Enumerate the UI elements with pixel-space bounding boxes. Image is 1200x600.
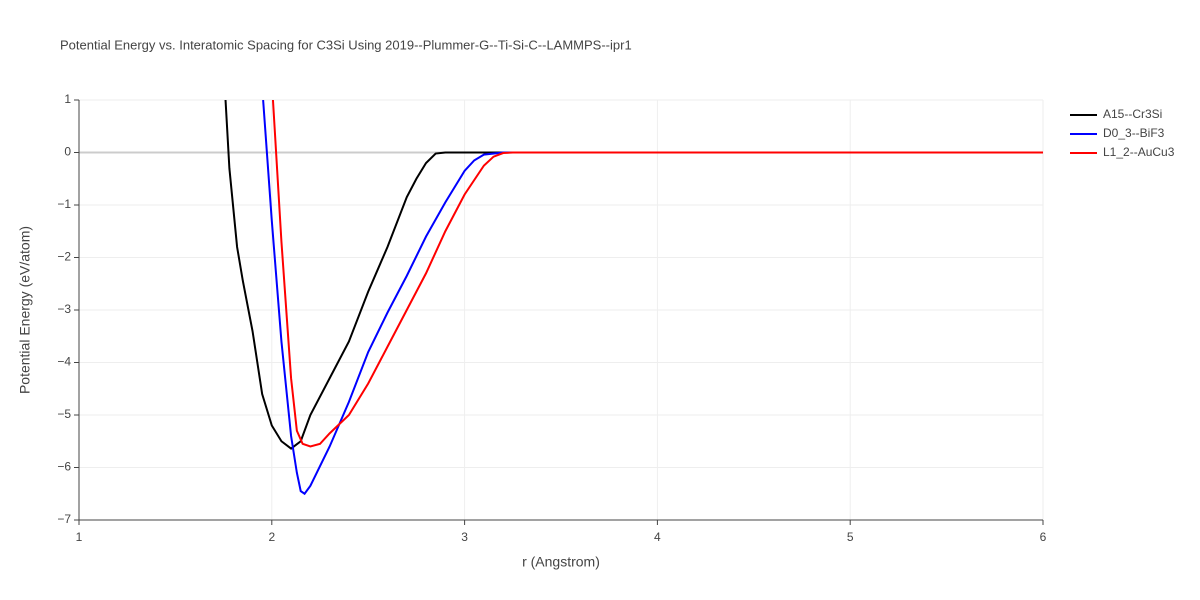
y-tick-label: −2 [57, 250, 71, 264]
chart-title: Potential Energy vs. Interatomic Spacing… [60, 37, 632, 52]
x-tick-label: 6 [1040, 530, 1047, 544]
series-line [262, 100, 1043, 496]
y-tick-label: 0 [64, 145, 71, 159]
x-tick-label: 5 [847, 530, 854, 544]
x-tick-label: 1 [76, 530, 83, 544]
x-tick-label: 4 [654, 530, 661, 544]
series-line [271, 100, 1043, 448]
x-tick-label: 2 [268, 530, 275, 544]
x-tick-label: 3 [461, 530, 468, 544]
y-tick-label: −3 [57, 302, 71, 316]
y-tick-label: −1 [57, 197, 71, 211]
x-axis-label: r (Angstrom) [522, 554, 600, 570]
y-tick-label: −6 [57, 460, 71, 474]
y-axis-label: Potential Energy (eV/atom) [17, 226, 33, 394]
y-tick-label: −4 [57, 355, 71, 369]
legend-label: L1_2--AuCu3 [1103, 145, 1175, 159]
y-tick-label: 1 [64, 92, 71, 106]
legend-label: A15--Cr3Si [1103, 107, 1162, 121]
series-line [224, 100, 1043, 450]
y-tick-label: −5 [57, 407, 71, 421]
plot-area [224, 100, 1043, 496]
legend-label: D0_3--BiF3 [1103, 126, 1165, 140]
y-tick-label: −7 [57, 512, 71, 526]
